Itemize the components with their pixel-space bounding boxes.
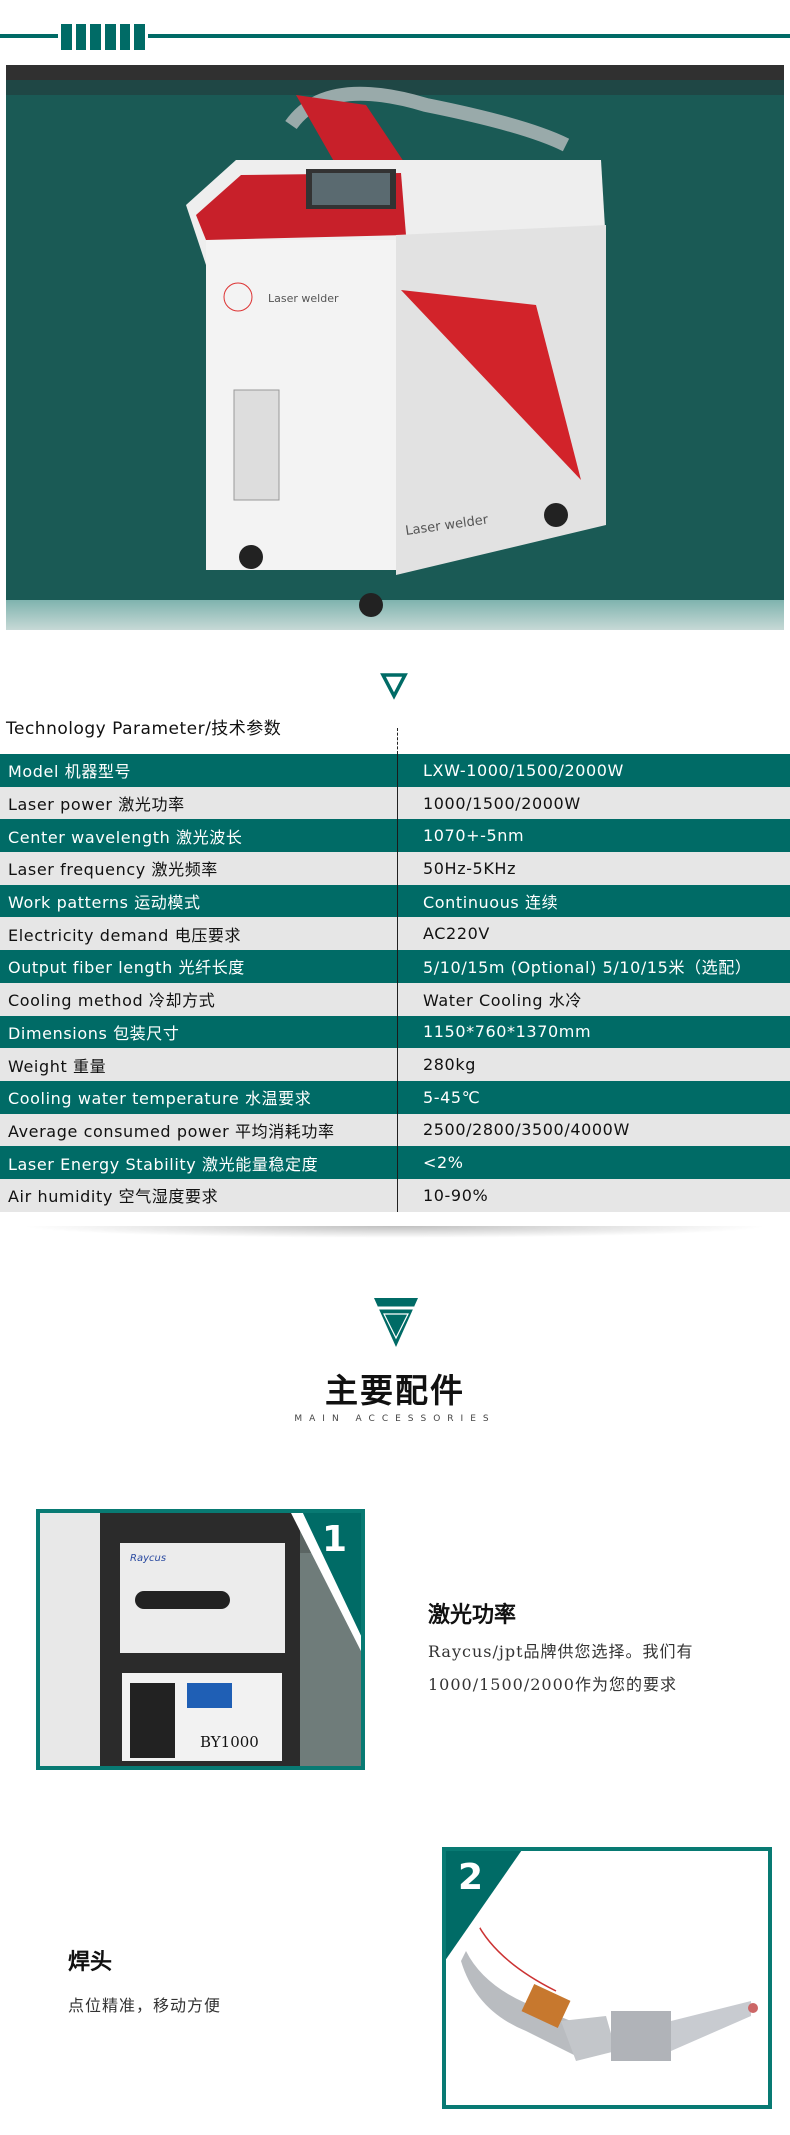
table-row: Center wavelength 激光波长 1070+-5nm [0, 819, 790, 853]
parameter-value: 1000/1500/2000W [423, 793, 581, 813]
parameter-value: 1150*760*1370mm [423, 1022, 592, 1042]
parameter-value: 5/10/15m (Optional) 5/10/15米（选配） [423, 958, 752, 978]
column-divider [397, 728, 398, 754]
parameter-label: Output fiber length 光纤长度 [0, 950, 398, 983]
parameter-label: Work patterns 运动模式 [0, 884, 398, 918]
parameter-label: Laser power 激光功率 [0, 786, 398, 820]
parameter-value: AC220V [423, 924, 490, 944]
card-number: 2 [458, 1857, 484, 1898]
table-row: Laser Energy Stability 激光能量稳定度 <2% [0, 1146, 790, 1179]
parameter-label: Center wavelength 激光波长 [0, 819, 398, 853]
parameter-label: Electricity demand 电压要求 [0, 917, 398, 951]
welding-head-photo [461, 1920, 758, 2061]
accessories-triangle-icon [374, 1298, 418, 1347]
hero-product-image: Laser welder Laser welder [6, 65, 784, 630]
card-number: 1 [321, 1519, 347, 1560]
parameter-value: 50Hz-5KHz [423, 858, 517, 878]
parameter-label: Cooling water temperature 水温要求 [0, 1080, 398, 1114]
parameter-label: Weight 重量 [0, 1048, 398, 1081]
parameter-value: Continuous 连续 [423, 893, 559, 913]
parameter-value: 280kg [423, 1055, 476, 1075]
header-bars-decoration [58, 24, 148, 50]
accessory-description-line: 1000/1500/2000作为您的要求 [428, 1675, 677, 1694]
number-badge [291, 1513, 361, 1652]
parameter-value: <2% [423, 1153, 464, 1173]
accessory-description-line: 点位精准，移动方便 [68, 1996, 222, 2015]
table-row: Electricity demand 电压要求 AC220V [0, 917, 790, 951]
parameter-label: Laser frequency 激光频率 [0, 852, 398, 885]
table-row: Weight 重量 280kg [0, 1048, 790, 1081]
table-row: Output fiber length 光纤长度 5/10/15m (Option… [0, 950, 790, 983]
parameter-value: 2500/2800/3500/4000W [423, 1120, 630, 1140]
svg-text:Raycus: Raycus [130, 1553, 166, 1564]
laser-source-photo: Raycus BY1000 [40, 1513, 361, 1766]
parameter-value: Water Cooling 水冷 [423, 991, 583, 1011]
table-row: Cooling water temperature 水温要求 5-45℃ [0, 1080, 790, 1114]
table-row: Work patterns 运动模式 Continuous 连续 [0, 884, 790, 918]
table-row: Laser frequency 激光频率 50Hz-5KHz [0, 852, 790, 885]
accessory-card-laser-source: Raycus BY1000 1 [36, 1509, 365, 1770]
parameter-label: Model 机器型号 [0, 754, 398, 787]
parameter-value: 10-90% [423, 1185, 489, 1205]
table-row: Air humidity 空气湿度要求 10-90% [0, 1178, 790, 1212]
parameter-label: Air humidity 空气湿度要求 [0, 1178, 398, 1212]
parameter-value: LXW-1000/1500/2000W [423, 760, 624, 780]
parameter-label: Laser Energy Stability 激光能量稳定度 [0, 1146, 398, 1179]
table-row: Average consumed power 平均消耗功率 2500/2800/3… [0, 1113, 790, 1147]
tech-parameter-table: Model 机器型号 LXW-1000/1500/2000W Laser power… [0, 754, 790, 1212]
svg-text:BY1000: BY1000 [200, 1733, 259, 1751]
svg-text:Laser welder: Laser welder [268, 292, 339, 305]
accessories-subtitle: MAIN ACCESSORIES [294, 1414, 496, 1424]
parameter-value: 5-45℃ [423, 1087, 481, 1107]
table-row: Cooling method 冷却方式 Water Cooling 水冷 [0, 982, 790, 1016]
accessories-title: 主要配件 [325, 1371, 465, 1410]
header-line [0, 34, 790, 38]
table-row: Dimensions 包装尺寸 1150*760*1370mm [0, 1015, 790, 1049]
table-row: Laser power 激光功率 1000/1500/2000W [0, 786, 790, 820]
accessory-card-welding-head: 2 [442, 1847, 772, 2109]
parameter-label: Cooling method 冷却方式 [0, 982, 398, 1016]
parameter-value: 1070+-5nm [423, 826, 525, 846]
accessory-title: 激光功率 [428, 1603, 517, 1628]
tech-parameter-title: Technology Parameter/技术参数 [6, 719, 282, 739]
down-triangle-icon [380, 673, 408, 700]
accessory-description-line: Raycus/jpt品牌供您选择。我们有 [428, 1642, 694, 1661]
parameter-label: Average consumed power 平均消耗功率 [0, 1113, 398, 1147]
table-row: Model 机器型号 LXW-1000/1500/2000W [0, 754, 790, 787]
section-divider-shadow [20, 1226, 770, 1238]
accessory-title: 焊头 [68, 1950, 113, 1975]
number-badge [446, 1851, 539, 1972]
parameter-label: Dimensions 包装尺寸 [0, 1015, 398, 1049]
laser-welder-machine-illustration: Laser welder Laser welder [186, 86, 606, 617]
